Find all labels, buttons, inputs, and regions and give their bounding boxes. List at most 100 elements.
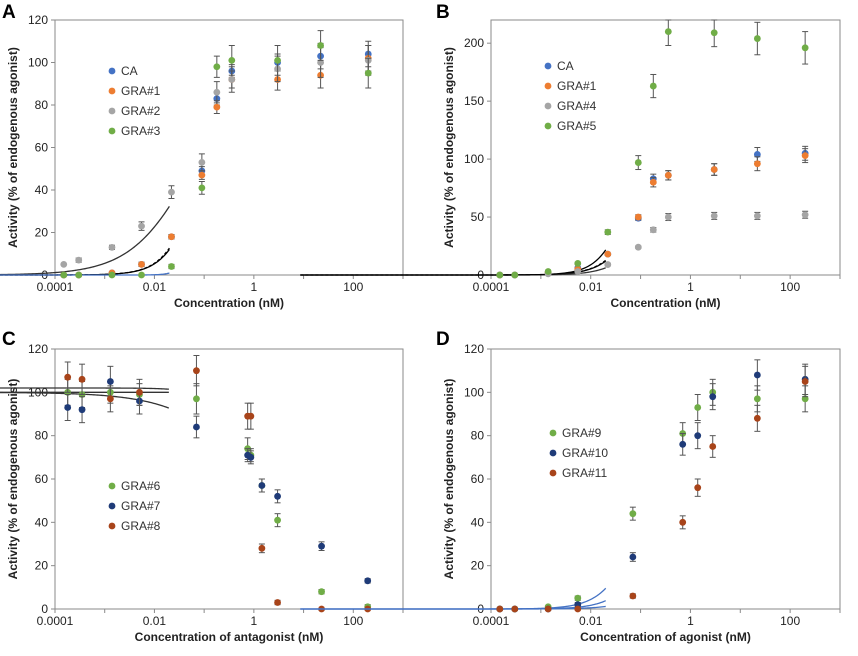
data-point-gra3 xyxy=(213,63,220,70)
data-point-gra10 xyxy=(629,554,636,561)
legend-marker xyxy=(109,503,116,510)
legend-marker xyxy=(545,103,552,110)
legend-label: CA xyxy=(121,64,138,78)
legend-marker xyxy=(550,430,557,437)
data-point-gra5 xyxy=(604,229,611,236)
y-axis-label: Activity (% of endogenous agonist) xyxy=(6,379,20,580)
fit-curve-gra6 xyxy=(0,388,169,389)
x-tick-label: 0.01 xyxy=(143,614,167,628)
x-tick-label: 100 xyxy=(343,614,363,628)
y-tick-label: 200 xyxy=(464,36,484,50)
fit-curve-gra5 xyxy=(300,250,605,275)
data-point-gra11 xyxy=(694,484,701,491)
data-point-gra2 xyxy=(138,223,145,230)
x-axis-label: Concentration (nM) xyxy=(611,296,721,310)
legend-marker xyxy=(109,483,116,490)
legend-marker xyxy=(109,88,116,95)
panel-label: A xyxy=(2,2,16,23)
data-point-gra11 xyxy=(574,606,581,613)
y-tick-label: 60 xyxy=(471,472,485,486)
data-point-gra9 xyxy=(629,510,636,517)
panel-label: C xyxy=(2,329,16,350)
data-point-gra5 xyxy=(574,260,581,267)
x-axis-label: Concentration of agonist (nM) xyxy=(580,630,751,644)
data-point-gra7 xyxy=(364,577,371,584)
data-point-gra4 xyxy=(665,214,672,221)
data-point-gra3 xyxy=(109,272,116,279)
data-point-gra11 xyxy=(629,593,636,600)
y-tick-label: 100 xyxy=(28,56,48,70)
data-point-gra7 xyxy=(107,378,114,385)
data-point-gra11 xyxy=(511,606,518,613)
data-point-gra2 xyxy=(75,257,82,264)
legend-label: GRA#3 xyxy=(121,124,161,138)
data-point-gra7 xyxy=(193,424,200,431)
y-tick-label: 150 xyxy=(464,94,484,108)
data-point-gra4 xyxy=(604,261,611,268)
legend-label: GRA#11 xyxy=(562,466,607,480)
data-point-gra1 xyxy=(198,172,205,179)
data-point-gra11 xyxy=(709,443,716,450)
data-point-gra5 xyxy=(650,83,657,90)
x-tick-label: 0.0001 xyxy=(473,614,510,628)
data-point-gra4 xyxy=(711,212,718,219)
y-tick-label: 120 xyxy=(28,13,48,27)
data-point-gra3 xyxy=(228,57,235,64)
data-point-gra9 xyxy=(694,404,701,411)
panel-label: B xyxy=(436,2,450,23)
x-tick-label: 100 xyxy=(780,280,800,294)
legend-label: GRA#6 xyxy=(121,479,161,493)
plot-frame xyxy=(55,20,403,275)
legend-label: GRA#4 xyxy=(557,99,597,113)
data-point-gra7 xyxy=(258,482,265,489)
figure: A0204060801001200.0001 0.01 1 100Concentrat… xyxy=(0,0,858,656)
data-point-gra5 xyxy=(496,272,503,279)
legend-marker xyxy=(109,523,116,530)
data-point-gra4 xyxy=(635,244,642,251)
data-point-gra8 xyxy=(64,374,71,381)
legend-marker xyxy=(545,63,552,70)
data-point-gra4 xyxy=(574,268,581,275)
data-point-gra1 xyxy=(604,251,611,258)
legend-marker xyxy=(545,83,552,90)
data-point-gra1 xyxy=(168,233,175,240)
data-point-gra5 xyxy=(754,35,761,42)
data-point-gra4 xyxy=(650,226,657,233)
data-point-gra10 xyxy=(709,393,716,400)
x-tick-label: 1 xyxy=(251,280,258,294)
data-point-gra3 xyxy=(60,272,67,279)
data-point-gra1 xyxy=(138,261,145,268)
data-point-gra2 xyxy=(213,89,220,96)
y-tick-label: 40 xyxy=(471,515,485,529)
legend-label: GRA#7 xyxy=(121,499,161,513)
data-point-gra5 xyxy=(665,28,672,35)
data-point-gra1 xyxy=(650,179,657,186)
plot-frame xyxy=(491,349,840,609)
y-tick-label: 120 xyxy=(28,342,48,356)
fit-curve-gra10 xyxy=(300,601,605,609)
y-tick-label: 60 xyxy=(35,472,49,486)
legend-label: GRA#1 xyxy=(557,79,597,93)
data-point-gra5 xyxy=(711,29,718,36)
y-tick-label: 80 xyxy=(471,429,485,443)
y-tick-label: 20 xyxy=(35,226,49,240)
x-tick-label: 0.0001 xyxy=(473,280,510,294)
data-point-gra8 xyxy=(258,545,265,552)
legend-marker xyxy=(550,470,557,477)
data-point-gra1 xyxy=(754,160,761,167)
data-point-gra9 xyxy=(754,395,761,402)
x-axis-label: Concentration (nM) xyxy=(174,296,284,310)
y-tick-label: 100 xyxy=(464,152,484,166)
data-point-gra1 xyxy=(665,172,672,179)
legend-label: GRA#1 xyxy=(121,84,161,98)
data-point-gra5 xyxy=(635,159,642,166)
x-tick-label: 0.01 xyxy=(579,280,603,294)
legend-label: GRA#10 xyxy=(562,446,608,460)
data-point-gra8 xyxy=(107,395,114,402)
data-point-gra7 xyxy=(274,493,281,500)
data-point-gra5 xyxy=(511,272,518,279)
y-tick-label: 50 xyxy=(471,210,485,224)
x-axis-label: Concentration of antagonist (nM) xyxy=(135,630,324,644)
x-tick-label: 0.01 xyxy=(143,280,167,294)
